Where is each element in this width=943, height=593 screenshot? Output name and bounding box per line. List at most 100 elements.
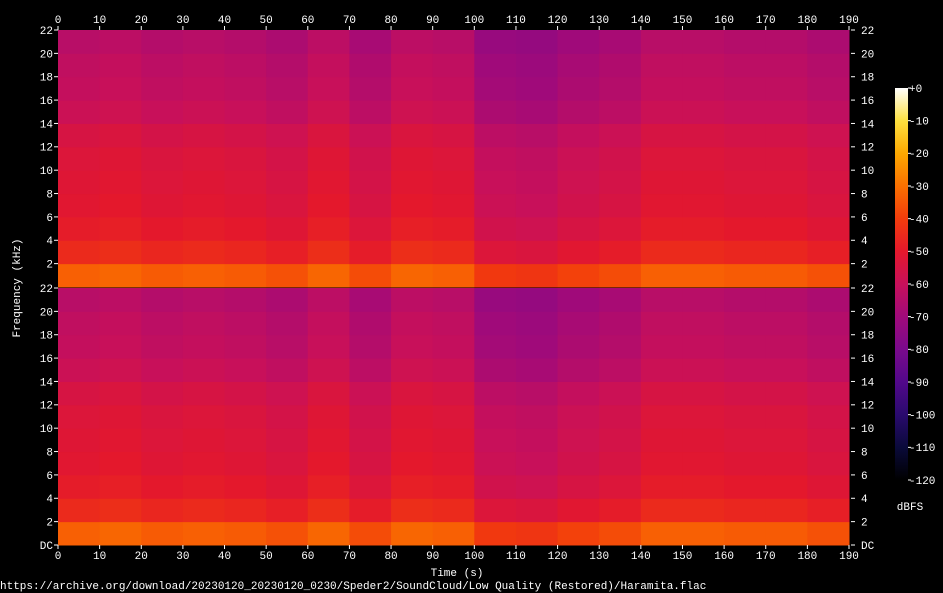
spectrogram-cell [599,30,642,54]
spectrogram-cell [182,146,226,171]
spectrogram-cell [182,358,226,382]
spectrogram-cell [557,334,600,359]
spectrogram-cell [141,498,184,523]
spectrogram-cell [515,123,559,148]
spectrogram-cell [349,334,392,359]
spectrogram-cell [682,53,725,78]
spectrogram-cell [515,474,559,499]
spectrogram-cell [307,311,350,336]
spectrogram-cell [58,381,101,406]
x-tick-label-top: 0 [55,15,62,27]
spectrogram-cell [724,311,767,336]
spectrogram-cell [224,76,267,101]
spectrogram-cell [182,53,226,78]
spectrogram-cell [807,240,850,265]
spectrogram-cell [266,216,309,241]
spectrogram-cell [266,30,309,54]
x-tick-label-bottom: 150 [673,551,693,563]
spectrogram-cell [307,170,350,195]
y-axis-label: Frequency (kHz) [12,238,24,337]
spectrogram-cell [515,428,559,453]
spectrogram-cell [391,30,434,54]
spectrogram-cell [474,216,517,241]
spectrogram-cell [557,240,600,265]
spectrogram-cell [141,381,184,406]
spectrogram-cell [765,498,808,523]
spectrogram-cell [599,358,642,382]
spectrogram-cell [224,451,267,476]
spectrogram-cell [141,240,184,265]
spectrogram-cell [765,216,808,241]
spectrogram-cell [266,123,309,148]
spectrogram-cell [307,263,350,288]
spectrogram-cell [557,358,600,382]
spectrogram-cell [58,170,101,195]
spectrogram-cell [432,76,475,101]
spectrogram-cell [182,100,226,124]
spectrogram-cell [682,288,725,312]
spectrogram-cell [724,428,767,453]
spectrogram-cell [182,123,226,148]
colorbar-tick-label: -90 [909,378,929,390]
spectrogram-cell [599,263,642,288]
spectrogram-cell [99,334,142,359]
spectrogram-cell [141,30,184,54]
spectrogram-cell [515,146,559,171]
spectrogram-cell [307,216,350,241]
x-tick-label-top: 50 [260,15,273,27]
spectrogram-cell [765,146,808,171]
spectrogram-cell [724,123,767,148]
spectrogram-cell [807,358,850,382]
x-tick-label-bottom: 160 [714,551,734,563]
spectrogram-cell [391,311,434,336]
y-tick-label-right: 10 [861,166,874,178]
spectrogram-cell [557,170,600,195]
spectrogram-cell [515,170,559,195]
spectrogram-cell [182,521,226,546]
spectrogram-cell [640,123,683,148]
spectrogram-cell [807,170,850,195]
spectrogram-cell [599,428,642,453]
spectrogram-cell [765,193,808,218]
spectrogram-cell [349,428,392,453]
spectrogram-cell [266,521,309,546]
spectrogram-cell [474,146,517,171]
spectrogram-cell [182,381,226,406]
x-tick-label-bottom: 110 [506,551,526,563]
y-tick-label-right: 4 [861,236,868,248]
spectrogram-cell [640,358,683,382]
spectrogram-cell [349,498,392,523]
spectrogram-cell [682,263,725,288]
spectrogram-cell [141,146,184,171]
spectrogram-cell [557,428,600,453]
spectrogram-cell [557,404,600,429]
spectrogram-cell [141,216,184,241]
spectrogram-cell [58,334,101,359]
spectrogram-cell [807,311,850,336]
spectrogram-cell [58,498,101,523]
spectrogram-cell [557,263,600,288]
spectrogram-cell [224,428,267,453]
spectrogram-cell [141,521,184,546]
spectrogram-cell [474,53,517,78]
spectrogram-cell [474,358,517,382]
x-tick-label-bottom: 120 [548,551,568,563]
spectrogram-cell [682,76,725,101]
spectrogram-cell [266,263,309,288]
spectrogram-cell [141,76,184,101]
spectrogram-cell [557,311,600,336]
spectrogram-cell [765,170,808,195]
spectrogram-cell [599,170,642,195]
spectrogram-cell [599,404,642,429]
colorbar-tick-label: -70 [909,313,929,325]
spectrogram-cell [391,381,434,406]
y-tick-label: 16 [40,96,53,108]
spectrogram-cell [141,428,184,453]
spectrogram-cell [307,53,350,78]
spectrogram-cell [99,311,142,336]
spectrogram-cell [224,216,267,241]
spectrogram-cell [432,240,475,265]
spectrogram-cell [724,30,767,54]
spectrogram-cell [224,30,267,54]
y-tick-label-right: 22 [861,284,874,296]
